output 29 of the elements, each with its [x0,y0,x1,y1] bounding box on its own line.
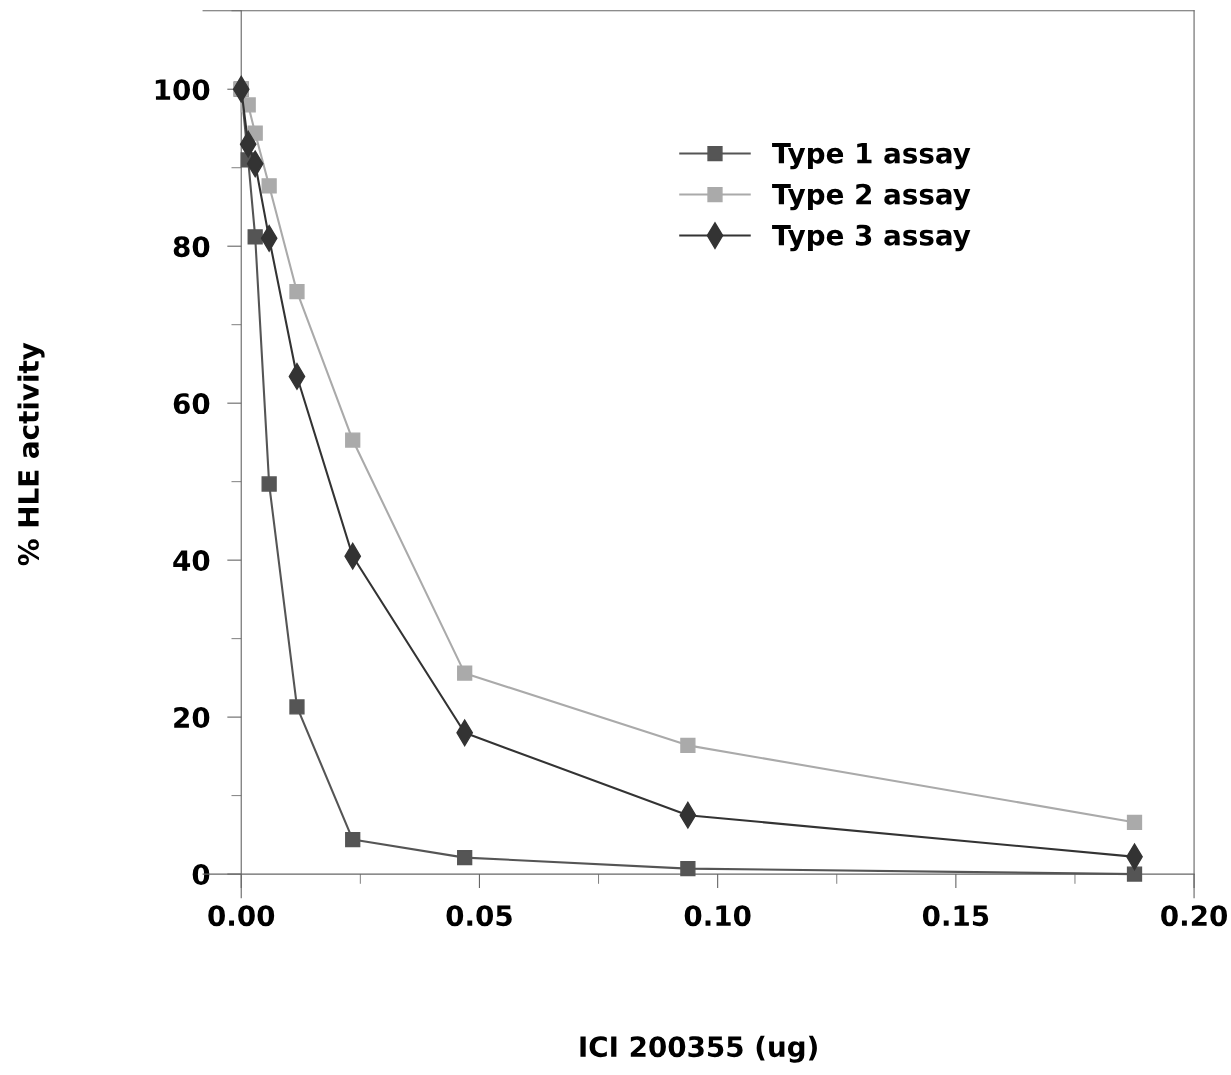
legend-label: Type 2 assay [772,183,971,211]
point [261,476,277,492]
y-tick-label: 80 [173,236,210,258]
y-tick-label: 40 [173,550,210,572]
x-tick-label: 0.20 [1161,905,1228,927]
x-tick-label: 0.15 [922,905,989,927]
x-tick-label: 0.05 [446,905,512,927]
point [247,229,263,245]
y-tick-label: 0 [192,864,210,886]
y-axis-title: % HLE activity [17,342,45,566]
x-axis-title: ICI 200355 (ug) [580,1035,817,1063]
legend-label: Type 3 assay [772,224,971,252]
point [1126,866,1143,882]
point [345,831,361,848]
point [261,178,277,194]
y-tick-label: 100 [155,79,210,101]
legend-label: Type 1 assay [772,143,971,170]
point [345,432,361,448]
y-tick-label: 60 [173,393,210,415]
point [680,737,696,754]
point [1126,814,1143,830]
point [457,665,473,681]
point [289,699,305,715]
point [457,849,473,866]
point [289,284,305,300]
point [680,860,696,877]
y-tick-label: 20 [174,707,210,729]
x-tick-label: 0.10 [684,905,751,927]
x-tick-label: 0.00 [208,905,275,927]
